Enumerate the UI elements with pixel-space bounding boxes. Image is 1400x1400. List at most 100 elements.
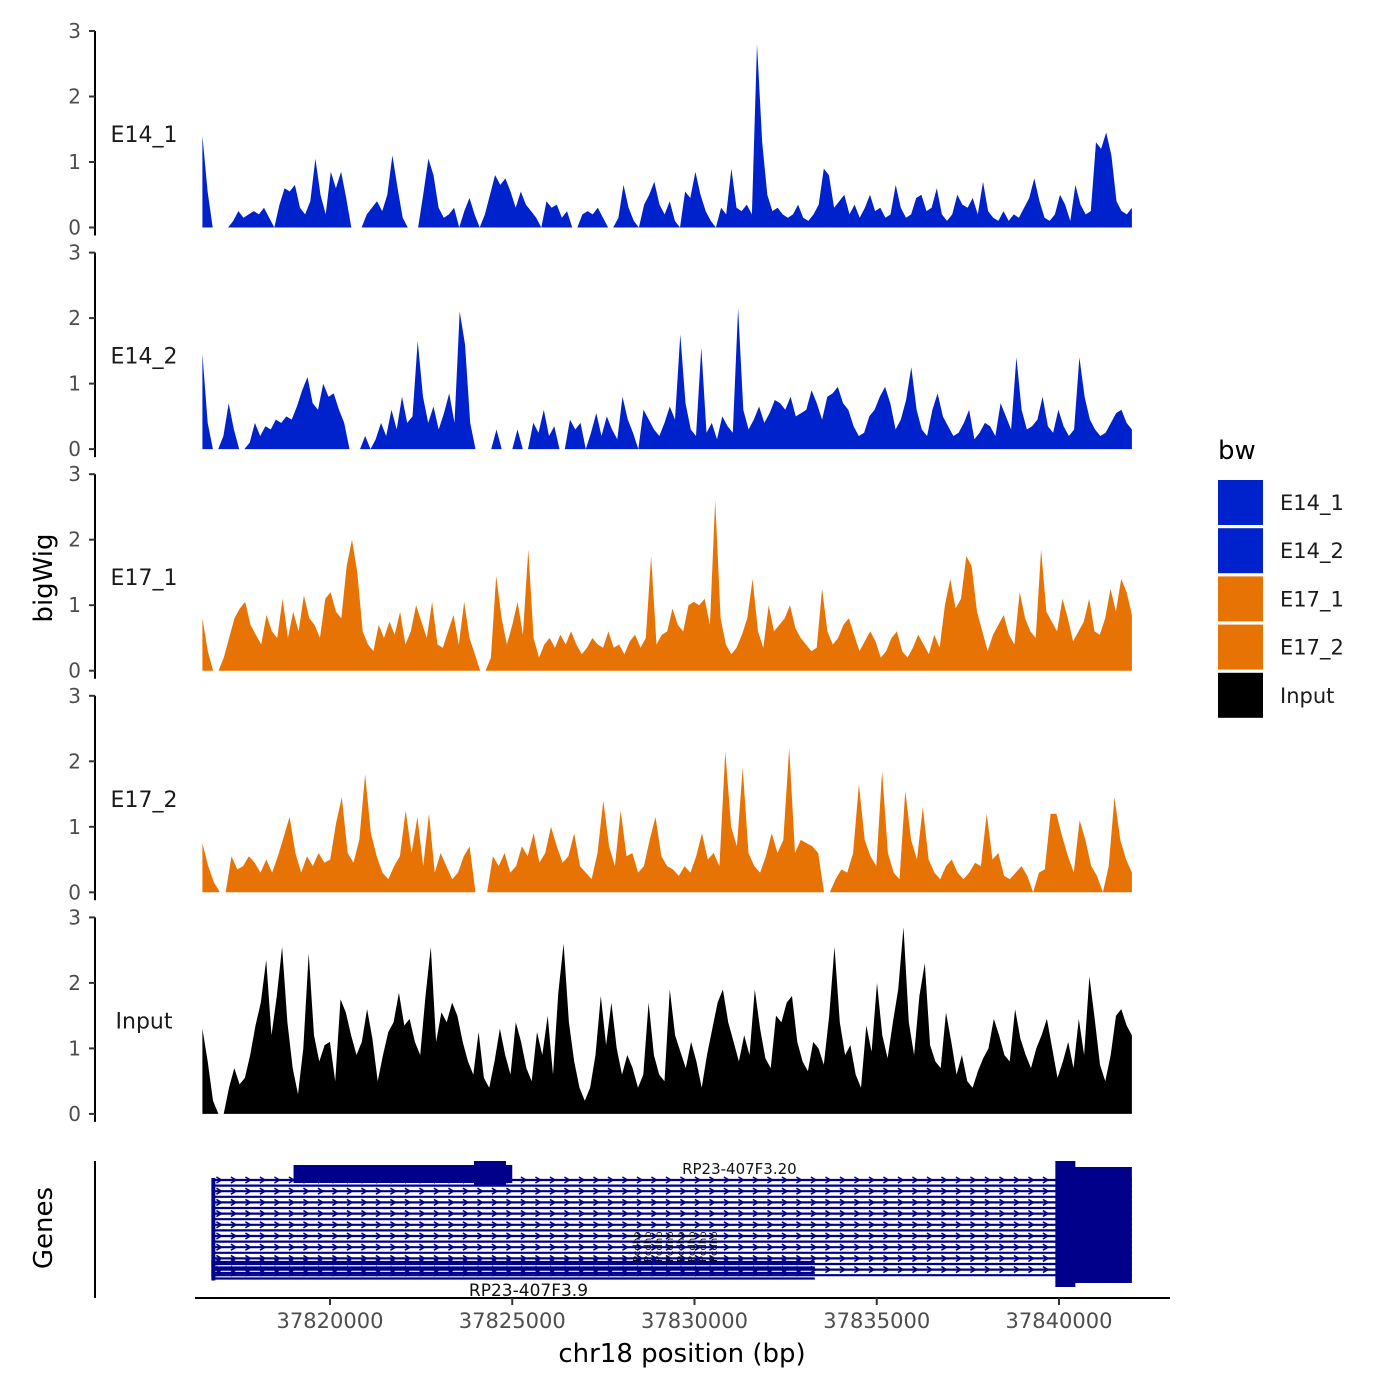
strand-chevrons <box>215 1258 803 1277</box>
y-tick-label: 1 <box>68 815 81 839</box>
y-tick-label: 1 <box>68 593 81 617</box>
gene-cluster-label: Pcdhb <box>698 1231 709 1262</box>
transcript-start <box>211 1260 216 1281</box>
transcript-start <box>211 1178 216 1278</box>
y-tick-label: 1 <box>68 372 81 396</box>
legend-label: E14_2 <box>1280 539 1344 564</box>
signal-area <box>1102 797 1132 893</box>
legend-item: E14_2 <box>1218 528 1344 574</box>
gene-cluster-label: Pcdhb <box>654 1231 665 1262</box>
legend-label: E14_1 <box>1280 491 1344 516</box>
y-tick-label: 3 <box>68 19 81 43</box>
y-tick-label: 1 <box>68 1036 81 1060</box>
track-E17_2: 0 1 2 3 E17_2 <box>68 684 1132 904</box>
gene-cluster-label: Pcdhb <box>676 1231 687 1262</box>
legend: bw E14_1 E14_2 E17_1 E17_2 Input <box>1218 436 1344 718</box>
signal-area <box>1033 813 1103 893</box>
gene-cluster-label: Pcdhb <box>709 1231 720 1262</box>
genes-axis-label: Genes <box>29 1187 59 1269</box>
signal-area <box>218 539 481 671</box>
gene-cluster-label: Pcdhb <box>687 1231 698 1262</box>
y-tick-label: 0 <box>68 216 81 240</box>
legend-label: E17_2 <box>1280 636 1344 661</box>
x-tick-label: 37825000 <box>459 1309 566 1333</box>
signal-area <box>228 207 275 228</box>
gene-cluster-label: Pcdhb <box>632 1231 643 1262</box>
y-tick-label: 0 <box>68 437 81 461</box>
legend-swatch <box>1218 528 1263 574</box>
x-tick-label: 37820000 <box>277 1309 384 1333</box>
signal-area <box>418 158 460 228</box>
y-tick-label: 2 <box>68 528 81 552</box>
x-tick-label: 37835000 <box>823 1309 930 1333</box>
signal-area <box>638 308 1132 450</box>
legend-swatch <box>1218 672 1263 718</box>
y-tick-label: 0 <box>68 659 81 683</box>
signal-area <box>244 377 350 450</box>
y-tick-label: 3 <box>68 684 81 708</box>
y-tick-label: 0 <box>68 1102 81 1126</box>
exon-block <box>1055 1161 1076 1287</box>
signal-area <box>485 500 1132 671</box>
signal-area <box>487 748 824 893</box>
legend-item: E14_1 <box>1218 480 1344 525</box>
signal-area <box>585 396 639 450</box>
legend-title: bw <box>1218 436 1256 466</box>
signal-area <box>202 618 214 671</box>
exon-block <box>473 1161 506 1185</box>
x-tick-label: 37830000 <box>641 1309 748 1333</box>
y-tick-label: 3 <box>68 462 81 486</box>
signal-area <box>360 436 371 450</box>
track-label: E17_1 <box>111 566 178 591</box>
legend-label: Input <box>1280 684 1334 708</box>
y-tick-label: 2 <box>68 971 81 995</box>
signal-area <box>491 429 502 450</box>
legend-items: E14_1 E14_2 E17_1 E17_2 Input <box>1218 480 1344 718</box>
signal-area <box>225 774 476 893</box>
legend-item: E17_2 <box>1218 624 1344 670</box>
gene-label: RP23-407F3.20 <box>682 1160 797 1178</box>
track-label: E14_1 <box>111 123 178 148</box>
y-axis-label: bigWig <box>29 533 59 622</box>
y-tick-label: 0 <box>68 880 81 904</box>
signal-area <box>577 207 609 228</box>
gene-label: RP23-407F3.9 <box>469 1281 588 1301</box>
legend-swatch <box>1218 480 1263 525</box>
y-tick-label: 2 <box>68 85 81 109</box>
signal-area <box>202 843 220 893</box>
signal-area <box>202 135 213 228</box>
signal-area <box>829 771 1034 893</box>
legend-item: Input <box>1218 672 1334 718</box>
y-tick-label: 1 <box>68 150 81 174</box>
legend-label: E17_1 <box>1280 587 1344 612</box>
signal-area <box>638 181 680 228</box>
signal-area <box>202 1028 219 1114</box>
signal-area <box>564 419 586 450</box>
signal-area <box>202 354 213 450</box>
gene-cluster-label: Pcdhb <box>665 1231 676 1262</box>
legend-swatch <box>1218 624 1263 670</box>
x-axis-label: chr18 position (bp) <box>558 1339 805 1369</box>
track-label: E14_2 <box>111 345 178 370</box>
track-E14_1: 0 1 2 3 E14_1 <box>68 19 1132 240</box>
signal-area <box>274 158 352 228</box>
gene-cluster-label: Pcdhb <box>643 1231 654 1262</box>
x-axis: 37820000 37825000 37830000 37835000 37840000 <box>195 1297 1170 1333</box>
x-tick-label: 37840000 <box>1006 1309 1113 1333</box>
y-tick-label: 2 <box>68 306 81 330</box>
legend-item: E17_1 <box>1218 576 1344 622</box>
signal-area <box>479 175 542 228</box>
signal-area <box>512 429 523 450</box>
signal-area <box>218 403 240 450</box>
signal-area <box>715 44 1132 228</box>
signal-area <box>223 927 1132 1114</box>
y-tick-label: 3 <box>68 241 81 265</box>
signal-area <box>680 171 716 228</box>
y-tick-label: 2 <box>68 749 81 773</box>
signal-area <box>528 409 560 450</box>
signal-area <box>541 201 573 228</box>
signal-area <box>459 198 480 228</box>
exon-block <box>330 1165 505 1183</box>
